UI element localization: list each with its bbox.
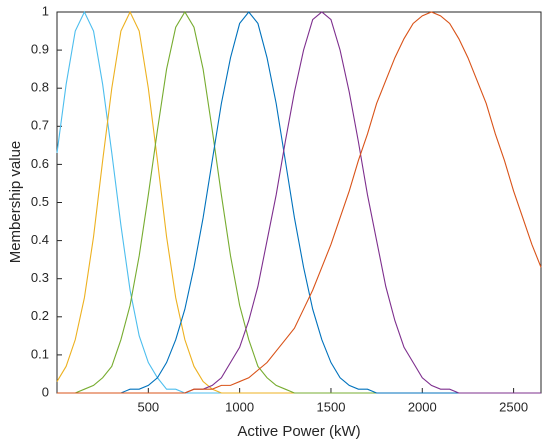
y-tick-label: 0.8 — [31, 80, 49, 95]
x-tick-label: 1500 — [317, 399, 346, 414]
x-tick-label: 1000 — [225, 399, 254, 414]
y-tick-label: 0.1 — [31, 346, 49, 361]
x-tick-label: 2500 — [499, 399, 528, 414]
y-tick-label: 0.6 — [31, 156, 49, 171]
membership-curve — [57, 11, 542, 394]
y-tick-label: 0.9 — [31, 42, 49, 57]
y-tick-label: 0 — [42, 384, 49, 399]
y-tick-label: 1 — [42, 3, 49, 18]
x-axis-label: Active Power (kW) — [237, 423, 360, 440]
y-tick-label: 0.3 — [31, 270, 49, 285]
y-tick-label: 0.2 — [31, 308, 49, 323]
y-tick-label: 0.5 — [31, 194, 49, 209]
y-tick-label: 0.4 — [31, 232, 49, 247]
x-tick-label: 500 — [137, 399, 159, 414]
y-axis-label: Membership value — [7, 141, 24, 264]
x-tick-label: 2000 — [408, 399, 437, 414]
y-tick-label: 0.7 — [31, 118, 49, 133]
